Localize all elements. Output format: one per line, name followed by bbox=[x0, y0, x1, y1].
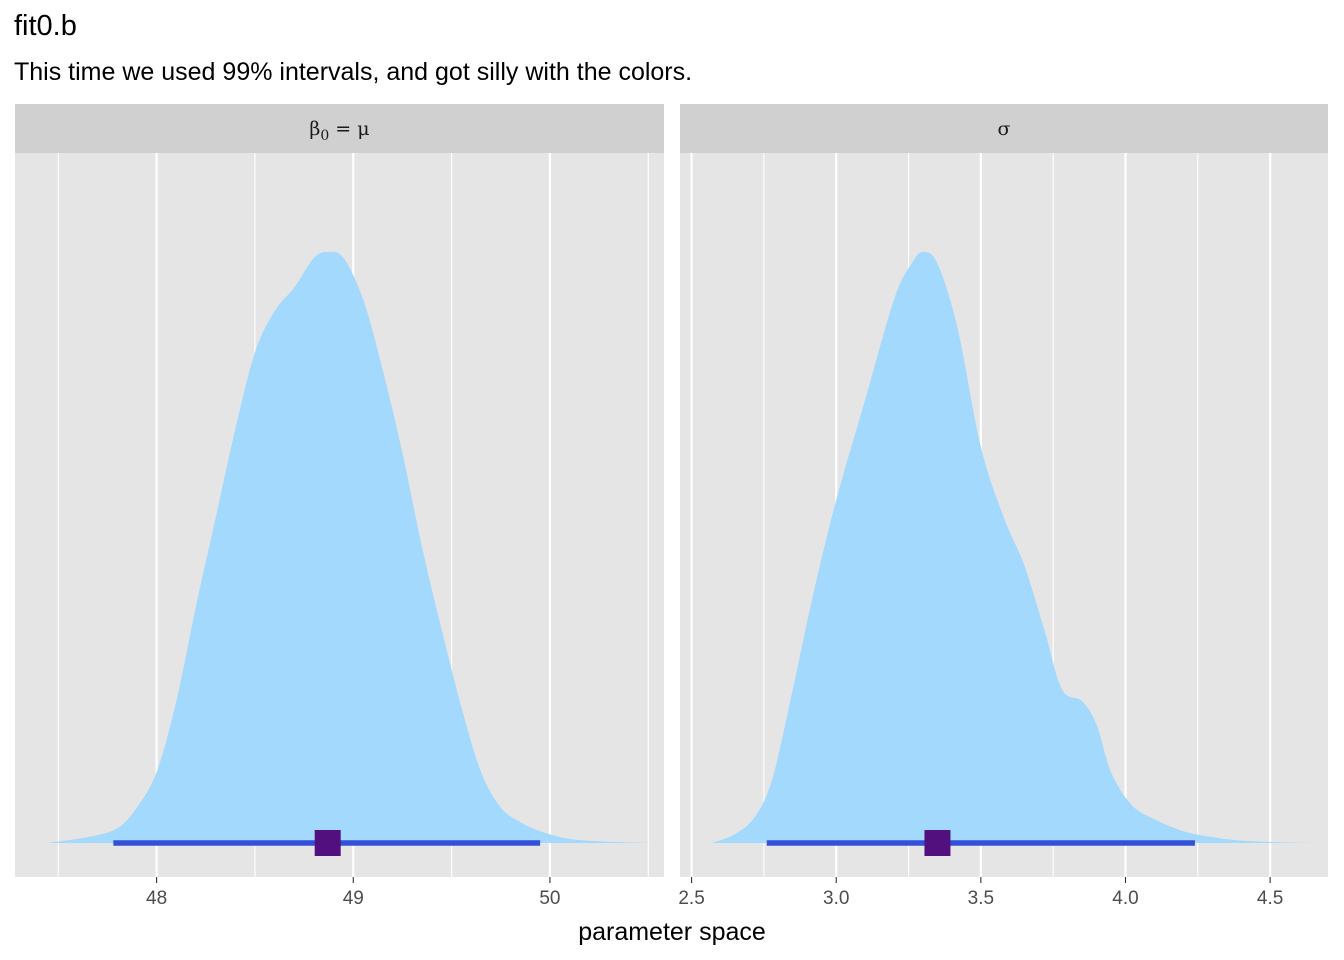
facet-strip-label: β0 = μ bbox=[309, 118, 369, 144]
facet-panel-2: σ 2.5 3.0 3.5 4.0 4.5 bbox=[678, 104, 1328, 909]
x-tick-label: 4.5 bbox=[1257, 888, 1283, 909]
x-tick-label: 4.0 bbox=[1112, 888, 1138, 909]
facet-strip bbox=[680, 104, 1328, 153]
x-tick-label: 49 bbox=[343, 888, 364, 909]
point-estimate bbox=[924, 830, 951, 856]
chart-subtitle: This time we used 99% intervals, and got… bbox=[14, 58, 693, 86]
x-tick-label: 48 bbox=[146, 888, 167, 909]
density-area bbox=[711, 251, 1320, 843]
x-tick-label: 3.5 bbox=[968, 888, 994, 909]
facet-panel-1: β0 = μ 48 49 50 bbox=[15, 104, 664, 909]
x-tick-label: 3.0 bbox=[823, 888, 849, 909]
point-estimate bbox=[314, 830, 341, 856]
facet-strip-label: σ bbox=[998, 118, 1011, 140]
x-tick-label: 2.5 bbox=[678, 888, 704, 909]
x-axis-title: parameter space bbox=[578, 918, 766, 946]
x-tick-label: 50 bbox=[539, 888, 560, 909]
density-area bbox=[46, 251, 653, 843]
facet-strip bbox=[15, 104, 664, 153]
chart-title: fit0.b bbox=[14, 10, 77, 42]
